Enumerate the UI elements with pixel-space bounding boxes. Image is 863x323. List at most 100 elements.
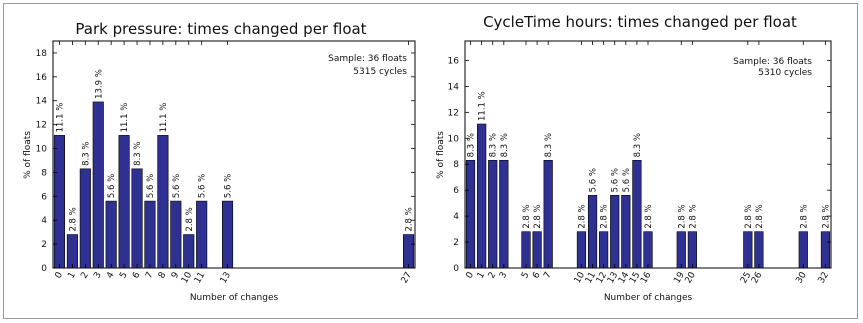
bar [599,231,609,269]
bar [676,231,686,269]
x-tick-label: 3 [498,271,510,281]
x-tick-label: 25 [739,271,753,286]
bar [402,234,415,269]
y-tick-label: 10 [448,134,460,144]
bar [643,231,653,269]
data-label: 11.1 % [159,103,169,133]
bar [687,231,697,269]
x-tick-label: 5 [520,271,532,281]
data-label: 11.1 % [120,103,130,133]
chart-title: CycleTime hours: times changed per float [483,13,797,31]
x-tick-label: 2 [487,271,499,281]
bars-group: 11.1 %2.8 %8.3 %13.9 %5.6 %11.1 %8.3 %5.… [53,69,415,269]
x-tick-label: 27 [400,271,414,286]
x-tick-label: 8 [157,270,169,280]
y-tick-label: 16 [448,56,460,66]
data-label: 2.8 % [644,204,654,228]
bar [53,135,66,269]
chart-title: Park pressure: times changed per float [75,20,366,38]
x-tick-label: 11 [584,271,598,286]
y-tick-label: 0 [41,264,47,274]
plot-area [52,40,416,269]
x-tick-label: 11 [193,271,207,286]
data-label: 5.6 % [589,168,599,192]
sample-text-line-1: Sample: 36 floats [328,54,407,64]
data-label: 2.8 % [600,204,610,228]
bar [196,200,208,269]
data-label: 8.3 % [544,133,554,157]
bar [144,200,156,269]
bar [532,231,542,269]
data-label: 5.6 % [172,174,182,198]
y-tick-label: 0 [453,264,459,274]
data-label: 2.8 % [744,204,754,228]
data-label: 11.1 % [55,103,65,133]
bar [521,231,531,269]
bar [743,231,753,269]
x-tick-label: 3 [92,271,104,281]
data-label: 5.6 % [224,174,234,198]
x-tick-label: 1 [476,271,488,281]
y-tick-label: 4 [453,212,459,222]
bars-group: 8.3 %11.1 %8.3 % 8.3 %2.8 % 2.8 %8.3 %2.8 … [465,91,831,269]
y-tick-label: 8 [453,160,459,170]
bar [157,135,169,269]
x-axis-label: Number of changes [190,293,279,303]
data-label: 5.6 % [622,168,632,192]
x-tick-label: 13 [606,271,620,286]
data-label: 8.3 % [489,133,499,157]
x-tick-label: 13 [219,271,233,286]
chart-cycletime-hours: CycleTime hours: times changed per float… [436,13,832,303]
x-tick-label: 0 [465,270,477,280]
y-tick-label: 16 [36,73,48,83]
y-tick-label: 6 [453,186,459,196]
y-tick-label: 14 [448,82,460,92]
x-tick-label: 9 [170,270,182,280]
bar [632,160,642,269]
x-tick-label: 30 [794,270,809,285]
data-label: 5.6 % [611,168,621,192]
bar [488,160,498,269]
bar [170,200,182,269]
y-ticks-group: 0 2 4 6 8 10 12 14 16 18 [36,49,415,274]
bar [465,160,476,269]
data-label: 8.3 % [633,133,643,157]
data-label: 5.6 % [107,174,117,198]
bar [543,160,553,269]
bar [131,168,143,269]
y-tick-label: 12 [448,108,459,118]
bar [798,231,808,269]
data-label: 2.8 % [185,207,195,231]
data-label: 2.8 % [799,204,809,228]
x-tick-label: 7 [542,271,554,281]
data-label: 2.8 % [577,204,587,228]
x-tick-label: 6 [531,270,543,280]
data-label: 2.8 % [405,207,415,231]
bar [92,101,104,269]
x-axis-label: Number of changes [604,293,693,303]
bar [820,231,831,269]
y-tick-label: 2 [41,240,47,250]
x-tick-label: 10 [180,270,195,285]
bar [477,123,487,269]
data-label: 5.6 % [146,174,156,198]
sample-text-line-2: 5310 cycles [758,68,812,78]
y-tick-label: 10 [36,145,48,155]
bar [66,234,78,269]
x-tick-label: 15 [628,271,642,286]
data-label: 2.8 % [533,204,543,228]
bar [576,231,587,269]
chart-park-pressure: Park pressure: times changed per float %… [23,20,416,303]
bar [499,160,509,269]
bar [754,231,764,269]
x-tick-label: 6 [131,270,143,280]
data-label: 8.3 % [133,142,143,166]
y-axis-label: % of floats [436,131,446,179]
data-label: 13.9 % [94,69,104,99]
x-tick-label: 16 [639,270,654,285]
data-label: 2.8 % [522,204,532,228]
x-tick-label: 2 [79,271,91,281]
data-label: 2.8 % [755,204,765,228]
